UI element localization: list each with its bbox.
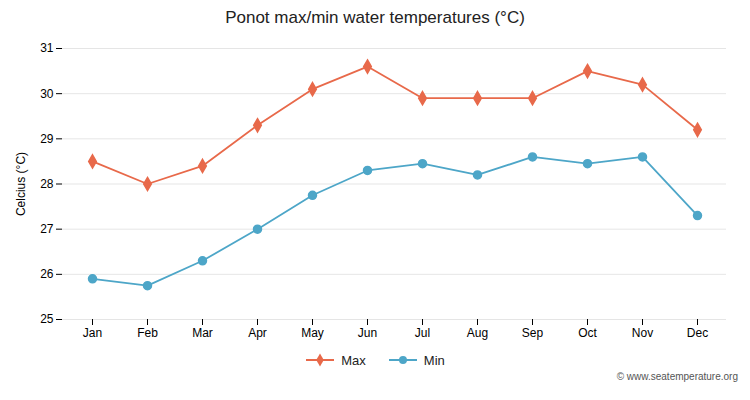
svg-text:May: May	[301, 326, 324, 340]
html-text:© www.seatemperature.org: © www.seatemperature.org	[616, 371, 738, 382]
svg-text:25: 25	[40, 312, 54, 326]
svg-text:Feb: Feb	[137, 326, 158, 340]
svg-text:27: 27	[40, 222, 54, 236]
svg-text:Oct: Oct	[578, 326, 597, 340]
svg-text:Jul: Jul	[415, 326, 430, 340]
svg-text:26: 26	[40, 267, 54, 281]
svg-text:Aug: Aug	[467, 326, 488, 340]
svg-text:Mar: Mar	[192, 326, 213, 340]
svg-text:31: 31	[40, 41, 54, 55]
svg-text:Jun: Jun	[358, 326, 377, 340]
html-text:Ponot max/min water temperatur: Ponot max/min water temperatures (°C)	[225, 8, 525, 27]
html-text:Max: Max	[341, 352, 366, 368]
svg-text:Celcius (°C): Celcius (°C)	[14, 152, 28, 216]
svg-text:Dec: Dec	[687, 326, 708, 340]
svg-text:Apr: Apr	[248, 326, 267, 340]
svg-text:Nov: Nov	[632, 326, 653, 340]
svg-text:Sep: Sep	[522, 326, 544, 340]
svg-text:29: 29	[40, 132, 54, 146]
svg-text:28: 28	[40, 177, 54, 191]
svg-text:30: 30	[40, 87, 54, 101]
html-text:Min: Min	[423, 352, 445, 368]
svg-text:Jan: Jan	[83, 326, 102, 340]
